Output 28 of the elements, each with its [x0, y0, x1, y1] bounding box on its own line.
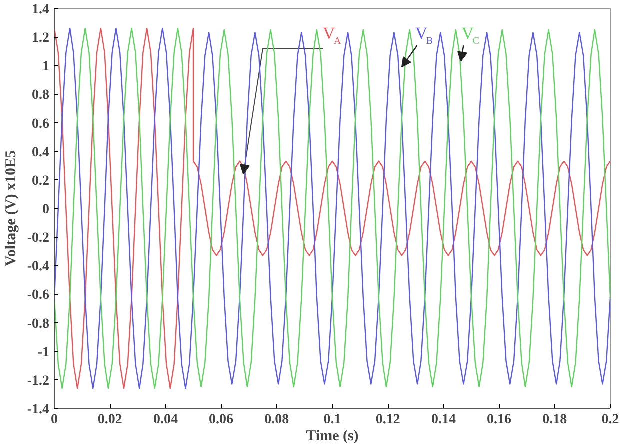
- x-tick-label: 0.12: [376, 412, 400, 428]
- y-tick-label: 1: [42, 60, 50, 75]
- x-tick-label: 0.14: [431, 412, 456, 428]
- x-tick-label: 0.08: [264, 412, 290, 428]
- x-axis-title: Time (s): [306, 428, 359, 444]
- y-tick-label: 1.2: [32, 31, 50, 46]
- y-tick-label: 0.4: [32, 145, 50, 160]
- x-tick-label: 0.02: [98, 412, 122, 428]
- line-series: [54, 28, 610, 390]
- y-axis-title: Voltage (V) x10E5: [3, 150, 20, 267]
- y-tick-label: -1: [38, 345, 50, 360]
- y-tick-label: -0.4: [27, 260, 50, 275]
- x-tick-label: 0.18: [542, 412, 568, 428]
- y-tick-label: -0.2: [27, 231, 50, 246]
- y-tick-label: -0.8: [27, 316, 50, 332]
- y-tick-label: 0.8: [32, 88, 50, 104]
- y-tick-label: -1.4: [27, 402, 50, 418]
- y-tick-label: 1.4: [32, 2, 50, 18]
- x-tick-label: 0.16: [487, 412, 512, 428]
- y-tick-label: 0: [42, 202, 50, 218]
- x-tick-label: 0.1: [324, 412, 342, 428]
- x-tick-label: 0.04: [153, 412, 178, 428]
- x-tick-label: 0.06: [209, 412, 234, 428]
- y-tick-label: -0.6: [27, 288, 50, 304]
- x-tick-label: 0.2: [602, 412, 620, 428]
- y-tick-label: -1.2: [27, 374, 50, 389]
- y-tick-label: 0.2: [32, 174, 50, 189]
- y-tick-label: 0.6: [32, 116, 50, 132]
